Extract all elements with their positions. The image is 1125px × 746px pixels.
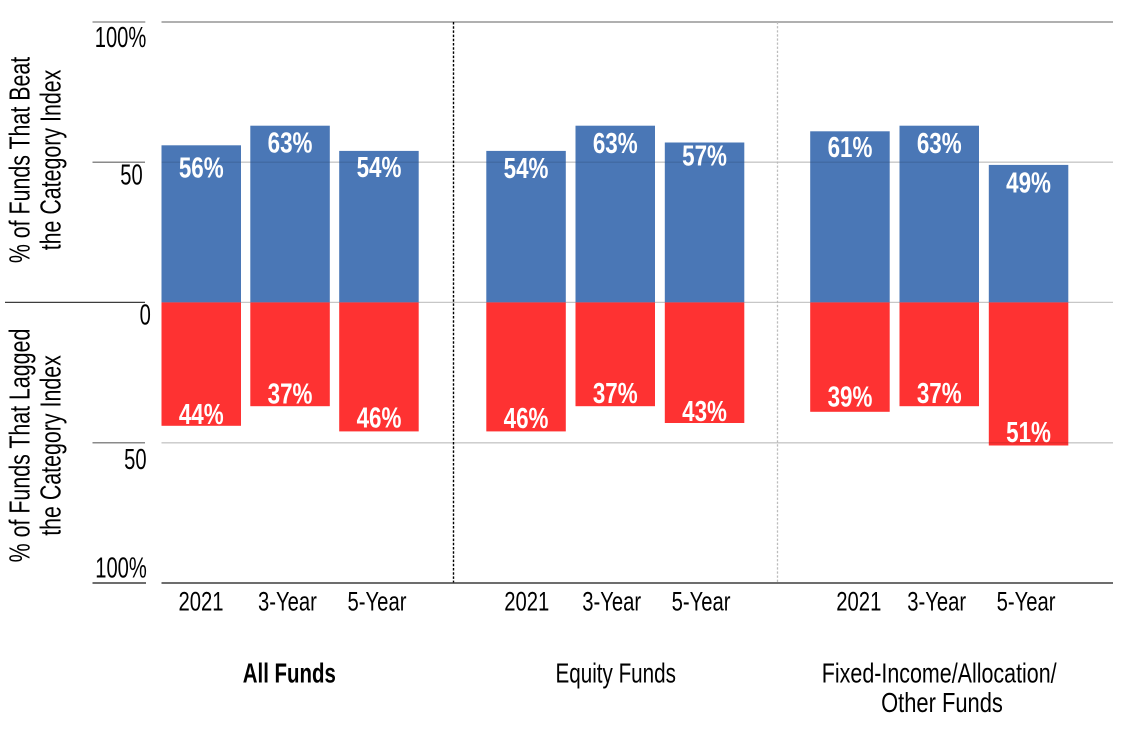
svg-text:5-Year: 5-Year bbox=[672, 587, 731, 618]
svg-text:3-Year: 3-Year bbox=[258, 587, 317, 618]
svg-text:63%: 63% bbox=[268, 128, 313, 159]
svg-text:57%: 57% bbox=[682, 141, 727, 172]
svg-text:the Category Index: the Category Index bbox=[35, 355, 67, 536]
svg-text:% of Funds That Lagged: % of Funds That Lagged bbox=[5, 329, 37, 563]
svg-text:43%: 43% bbox=[682, 397, 727, 428]
svg-text:3-Year: 3-Year bbox=[907, 587, 966, 618]
svg-text:Equity Funds: Equity Funds bbox=[556, 658, 676, 689]
svg-text:100%: 100% bbox=[95, 553, 147, 584]
svg-text:100%: 100% bbox=[95, 23, 147, 54]
svg-text:54%: 54% bbox=[504, 154, 549, 185]
svg-text:50: 50 bbox=[120, 160, 142, 191]
svg-text:Fixed-Income/Allocation/: Fixed-Income/Allocation/ bbox=[822, 658, 1057, 689]
svg-text:All Funds: All Funds bbox=[243, 658, 336, 689]
svg-text:39%: 39% bbox=[828, 382, 873, 413]
svg-text:0: 0 bbox=[140, 300, 151, 331]
svg-text:61%: 61% bbox=[828, 133, 873, 164]
svg-text:50: 50 bbox=[124, 445, 146, 476]
svg-text:63%: 63% bbox=[917, 129, 962, 160]
svg-text:% of Funds That Beat: % of Funds That Beat bbox=[5, 57, 37, 263]
svg-text:49%: 49% bbox=[1006, 168, 1051, 199]
svg-text:3-Year: 3-Year bbox=[582, 587, 641, 618]
svg-text:2021: 2021 bbox=[178, 587, 223, 618]
svg-text:46%: 46% bbox=[504, 404, 549, 435]
svg-text:51%: 51% bbox=[1006, 417, 1051, 448]
svg-text:44%: 44% bbox=[179, 399, 224, 430]
svg-text:the Category Index: the Category Index bbox=[35, 69, 67, 250]
svg-text:2021: 2021 bbox=[504, 587, 549, 618]
svg-text:2021: 2021 bbox=[836, 587, 881, 618]
svg-text:46%: 46% bbox=[357, 403, 402, 434]
svg-text:54%: 54% bbox=[357, 153, 402, 184]
svg-text:63%: 63% bbox=[593, 128, 638, 159]
svg-text:5-Year: 5-Year bbox=[997, 587, 1056, 618]
svg-text:37%: 37% bbox=[593, 379, 638, 410]
svg-text:56%: 56% bbox=[179, 153, 224, 184]
svg-text:37%: 37% bbox=[917, 379, 962, 410]
svg-text:Other Funds: Other Funds bbox=[881, 688, 1003, 719]
svg-text:37%: 37% bbox=[268, 379, 313, 410]
svg-text:5-Year: 5-Year bbox=[348, 587, 407, 618]
